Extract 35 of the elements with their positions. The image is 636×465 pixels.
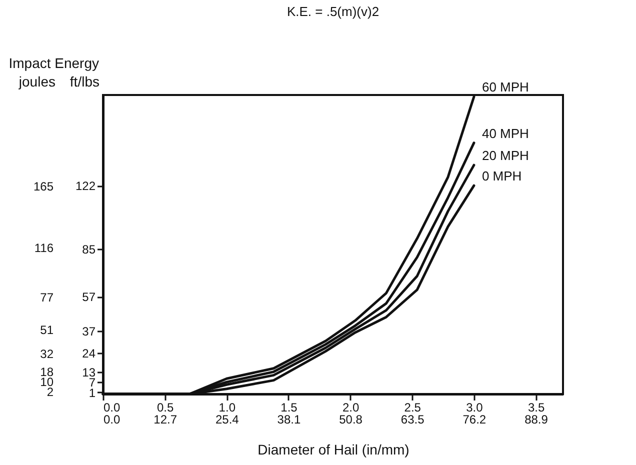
y2-tick-label: 32 — [40, 347, 54, 362]
x2-tick-label: 12.7 — [154, 412, 178, 426]
x-tick-label: 3.0 — [466, 400, 484, 414]
y-tick-label: 122 — [75, 179, 96, 194]
series-label: 60 MPH — [482, 80, 529, 95]
x-tick-label: 0.5 — [156, 400, 174, 414]
series-label: 20 MPH — [482, 148, 529, 164]
x-tick-label: 1.5 — [280, 400, 298, 414]
series-label: 40 MPH — [482, 126, 529, 141]
x-tick-label: 3.5 — [528, 400, 545, 414]
x2-tick-label: 88.9 — [524, 412, 548, 426]
x-tick-label: 1.0 — [218, 400, 236, 414]
x2-tick-label: 63.5 — [400, 412, 425, 426]
y2-tick-label: 116 — [34, 241, 54, 256]
x-tick-label: 0.0 — [104, 400, 121, 414]
x-axis-title: Diameter of Hail (in/mm) — [258, 442, 410, 458]
y-tick-label: 85 — [82, 242, 96, 256]
y2-tick-label: 51 — [40, 323, 54, 338]
x2-tick-label: 38.1 — [277, 412, 301, 426]
x2-tick-label: 76.2 — [462, 412, 486, 426]
y-tick-label: 57 — [82, 290, 96, 304]
series-label: 0 MPH — [482, 168, 522, 184]
x2-tick-label: 0.0 — [104, 412, 121, 426]
x-tick-label: 2.0 — [342, 400, 360, 414]
text: Impact Energy — [8, 55, 99, 71]
y2-tick-label: 165 — [33, 179, 54, 194]
chart-title: K.E. = .5(m)(v)2 — [286, 4, 380, 19]
y2-tick-label: 77 — [40, 290, 54, 304]
y-axis-title: ft/lbs — [70, 74, 100, 90]
x2-tick-label: 25.4 — [215, 412, 240, 426]
x-tick-label: 2.5 — [404, 400, 422, 414]
y2-axis-title: joules — [18, 74, 56, 90]
x2-tick-label: 50.8 — [339, 412, 363, 426]
y-tick-label: 37 — [82, 324, 96, 338]
y-tick-label: 24 — [82, 346, 96, 360]
